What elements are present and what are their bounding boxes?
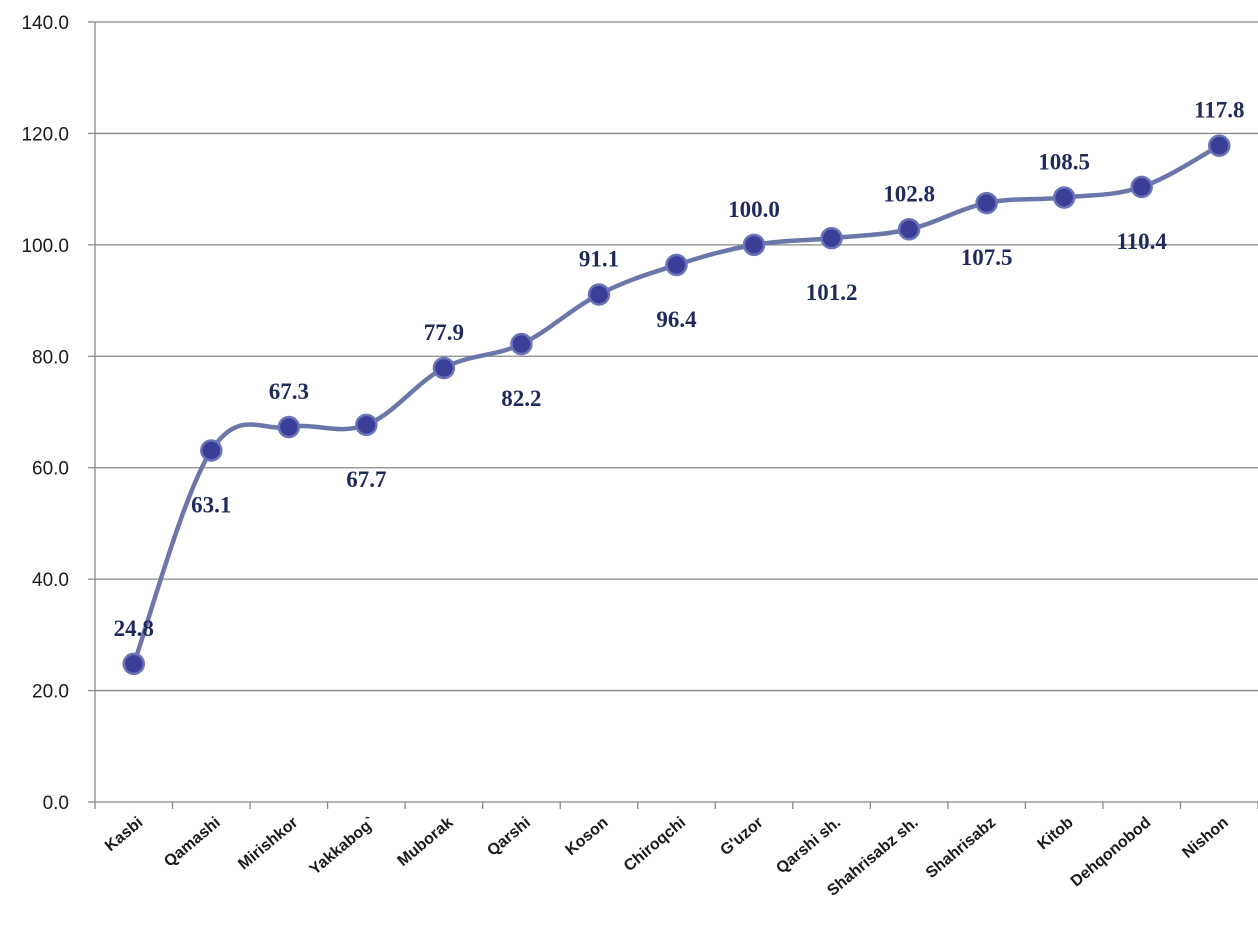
x-tick-label: Kitob — [1034, 814, 1076, 853]
data-point — [897, 218, 921, 241]
x-tick-label: Mirishkor — [235, 814, 301, 873]
data-points — [122, 134, 1231, 676]
data-label: 91.1 — [579, 246, 619, 271]
data-label: 77.9 — [424, 320, 464, 345]
y-tick-label: 100.0 — [21, 236, 69, 257]
axes — [88, 21, 1258, 809]
data-point — [200, 439, 223, 462]
gridlines — [95, 21, 1258, 692]
y-tick-label: 20.0 — [32, 682, 69, 703]
data-point — [432, 356, 456, 380]
y-tick-label: 60.0 — [32, 459, 69, 480]
data-label: 96.4 — [656, 307, 697, 332]
data-point — [587, 283, 611, 306]
data-label: 108.5 — [1038, 150, 1090, 175]
y-tick-label: 140.0 — [21, 13, 69, 34]
data-point — [1207, 134, 1231, 157]
x-tick-label: Shahrisabz — [923, 814, 999, 882]
y-tick-label: 0.0 — [43, 793, 69, 814]
data-point — [277, 415, 301, 439]
data-label: 101.2 — [806, 280, 858, 305]
data-labels: 24.8 63.1 67.3 67.7 77.9 82.2 91.1 96.4 100.0 101… — [114, 98, 1245, 641]
x-tick-label: Qarshi sh. — [773, 814, 844, 877]
data-label: 67.3 — [269, 379, 309, 404]
y-axis-tick-labels: 0.0 20.0 40.0 60.0 80.0 100.0 120.0 140.0 — [21, 13, 69, 814]
data-label: 110.4 — [1116, 229, 1167, 254]
x-tick-label: Yakkabog` — [307, 814, 379, 878]
data-point — [1130, 175, 1153, 199]
data-point — [355, 413, 378, 437]
data-label: 117.8 — [1194, 98, 1244, 123]
data-point — [665, 253, 688, 277]
data-point — [1052, 186, 1076, 209]
x-tick-label: G'uzor — [717, 814, 766, 859]
data-label: 102.8 — [883, 181, 935, 206]
data-label: 82.2 — [501, 386, 541, 411]
x-tick-label: Qamashi — [161, 814, 224, 870]
x-tick-label: Kasbi — [102, 814, 146, 855]
data-point — [122, 652, 146, 676]
data-label: 67.7 — [346, 467, 386, 492]
series-line-group — [131, 143, 1222, 667]
data-label: 63.1 — [191, 492, 231, 517]
data-label: 24.8 — [114, 616, 154, 641]
y-tick-label: 40.0 — [32, 570, 69, 591]
y-tick-label: 120.0 — [21, 124, 69, 145]
series-line — [131, 143, 1222, 667]
x-tick-label: Dehqonobod — [1068, 814, 1154, 890]
data-point — [742, 233, 766, 257]
data-point — [820, 226, 843, 250]
data-point — [975, 191, 998, 215]
data-point — [510, 332, 533, 356]
x-tick-label: Koson — [562, 814, 611, 859]
y-tick-label: 80.0 — [32, 347, 69, 368]
data-label: 100.0 — [728, 197, 780, 222]
x-tick-label: Qarshi — [484, 814, 534, 860]
x-tick-label: Chiroqchi — [621, 814, 689, 875]
x-tick-label: Nishon — [1179, 814, 1231, 862]
x-axis-tick-labels: Kasbi Qamashi Mirishkor Yakkabog` Muborak Qar… — [102, 814, 1232, 900]
x-tick-label: Muborak — [394, 814, 456, 870]
data-label: 107.5 — [961, 245, 1013, 270]
